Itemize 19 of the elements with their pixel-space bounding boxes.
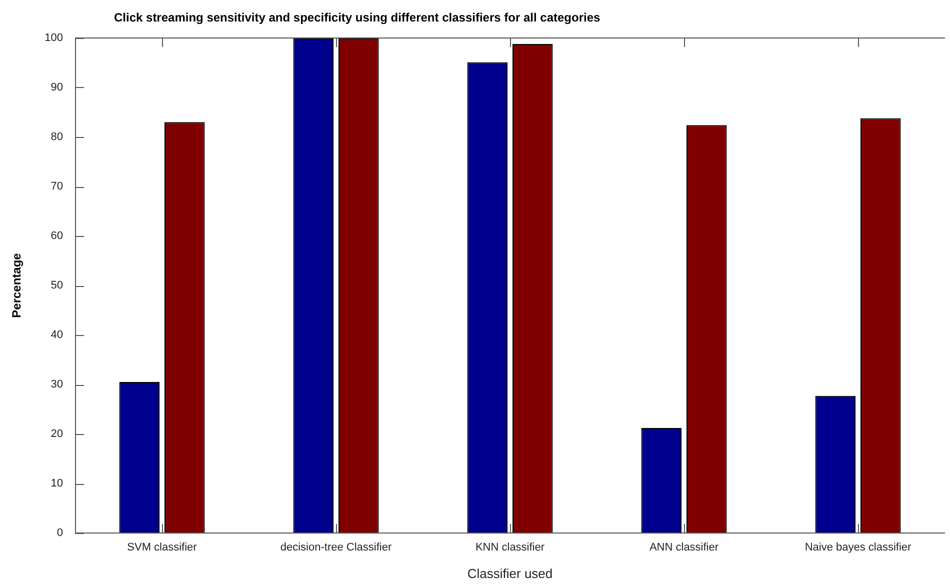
x-tick-label: KNN classifier — [475, 542, 545, 554]
y-axis-title: Percentage — [10, 252, 24, 318]
y-tick-label: 30 — [50, 378, 63, 391]
y-tick-label: 50 — [50, 280, 63, 292]
x-tick-label: ANN classifier — [649, 542, 719, 554]
y-tick-label: 10 — [50, 478, 63, 490]
x-tick-label: SVM classifier — [127, 542, 198, 554]
x-tick-label: Naive bayes classifier — [804, 542, 912, 554]
y-tick-label: 20 — [50, 428, 63, 440]
y-tick-label: 90 — [50, 82, 63, 94]
y-tick-label: 40 — [50, 329, 63, 342]
y-tick-label: 60 — [50, 230, 63, 242]
y-tick-label: 70 — [50, 180, 63, 193]
y-tick-label: 80 — [50, 131, 63, 144]
x-axis-title: Classifier used — [467, 566, 553, 581]
y-tick-label: 100 — [44, 32, 63, 44]
y-tick-label: 0 — [56, 527, 63, 540]
x-tick-label: decision-tree Classifier — [280, 542, 392, 554]
chart-title: Click streaming sensitivity and specificity using different classifiers for all categories — [114, 10, 600, 24]
